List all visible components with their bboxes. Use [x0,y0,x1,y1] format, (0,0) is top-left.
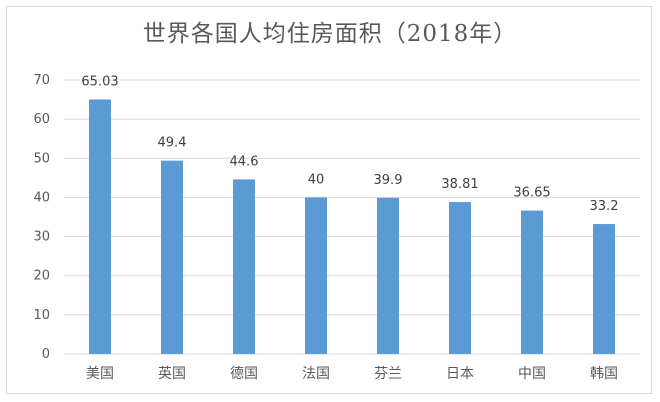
bar [305,197,327,354]
x-axis-categories: 美国 英国 德国 法国 芬兰 日本 中国 韩国 [86,365,618,382]
data-labels: 65.03 49.4 44.6 40 39.9 38.81 36.65 33.2 [81,74,618,214]
bars [89,99,615,354]
bar [89,99,111,354]
category-label: 日本 [446,366,474,382]
data-label: 44.6 [230,154,259,169]
category-label: 中国 [518,366,546,382]
bar [161,160,183,354]
data-label: 38.81 [441,177,478,192]
y-tick-label: 0 [42,347,50,362]
bar [521,210,543,354]
category-label: 法国 [302,366,330,382]
bar [377,197,399,354]
chart-title: 世界各国人均住房面积（2018年） [142,21,518,47]
y-tick-label: 10 [33,308,50,323]
y-tick-label: 20 [33,269,50,284]
y-tick-label: 40 [33,190,50,205]
category-label: 英国 [158,365,186,382]
category-label: 德国 [230,366,258,382]
data-label: 40 [308,172,325,187]
category-label: 美国 [86,366,114,382]
y-tick-label: 60 [33,112,50,127]
data-label: 39.9 [374,173,403,188]
chart-frame [6,6,652,394]
category-label: 芬兰 [374,366,402,382]
data-label: 49.4 [158,136,187,151]
y-tick-label: 30 [33,230,50,245]
y-tick-label: 70 [33,73,50,88]
data-label: 65.03 [81,74,118,89]
bar [593,224,615,354]
bar [449,202,471,354]
gridlines [64,79,640,355]
category-label: 韩国 [590,366,618,382]
bar [233,179,255,354]
y-axis-ticks: 0 10 20 30 40 50 60 70 [33,73,50,362]
data-label: 36.65 [513,186,550,201]
data-label: 33.2 [590,199,619,214]
y-tick-label: 50 [33,151,50,166]
